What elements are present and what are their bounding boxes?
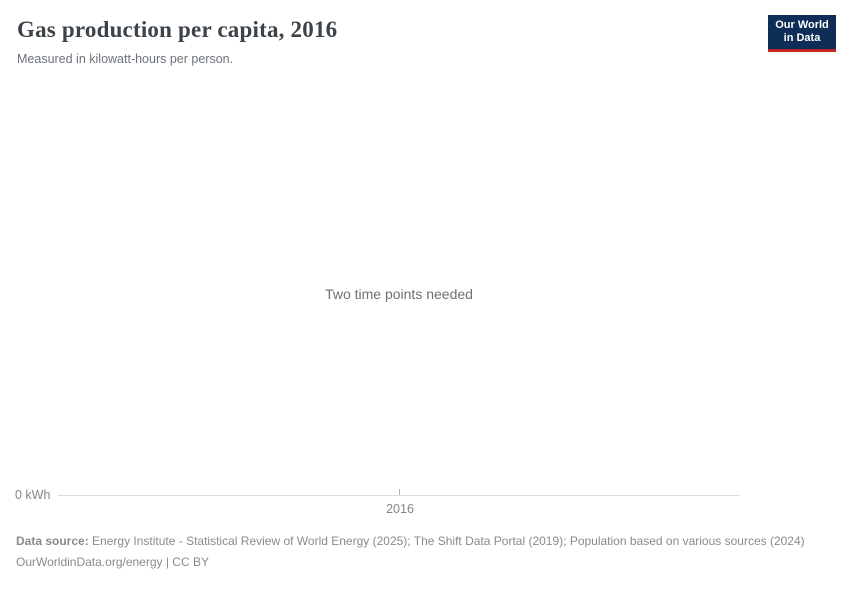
chart-subtitle: Measured in kilowatt-hours per person. [17,52,234,66]
data-source-line: Data source: Energy Institute - Statisti… [16,532,816,550]
x-axis-tick-label: 2016 [386,502,414,516]
data-source-text: Energy Institute - Statistical Review of… [92,534,805,548]
x-axis-line [58,495,740,496]
chart-header: Gas production per capita, 2016 Measured… [17,17,337,66]
chart-footer: Data source: Energy Institute - Statisti… [16,532,816,571]
page-title: Gas production per capita, 2016 [17,17,338,42]
data-source-label: Data source: [16,534,89,548]
citation-link[interactable]: OurWorldinData.org/energy | CC BY [16,555,209,569]
owid-logo-line1: Our World [775,19,829,31]
no-data-message: Two time points needed [325,286,473,302]
x-axis-tick [399,489,400,495]
y-axis-zero-label: 0 kWh [15,488,51,502]
owid-logo[interactable]: Our World in Data [768,15,836,52]
owid-logo-line2: in Data [783,32,821,44]
chart-plot-area: Two time points needed [58,80,740,495]
